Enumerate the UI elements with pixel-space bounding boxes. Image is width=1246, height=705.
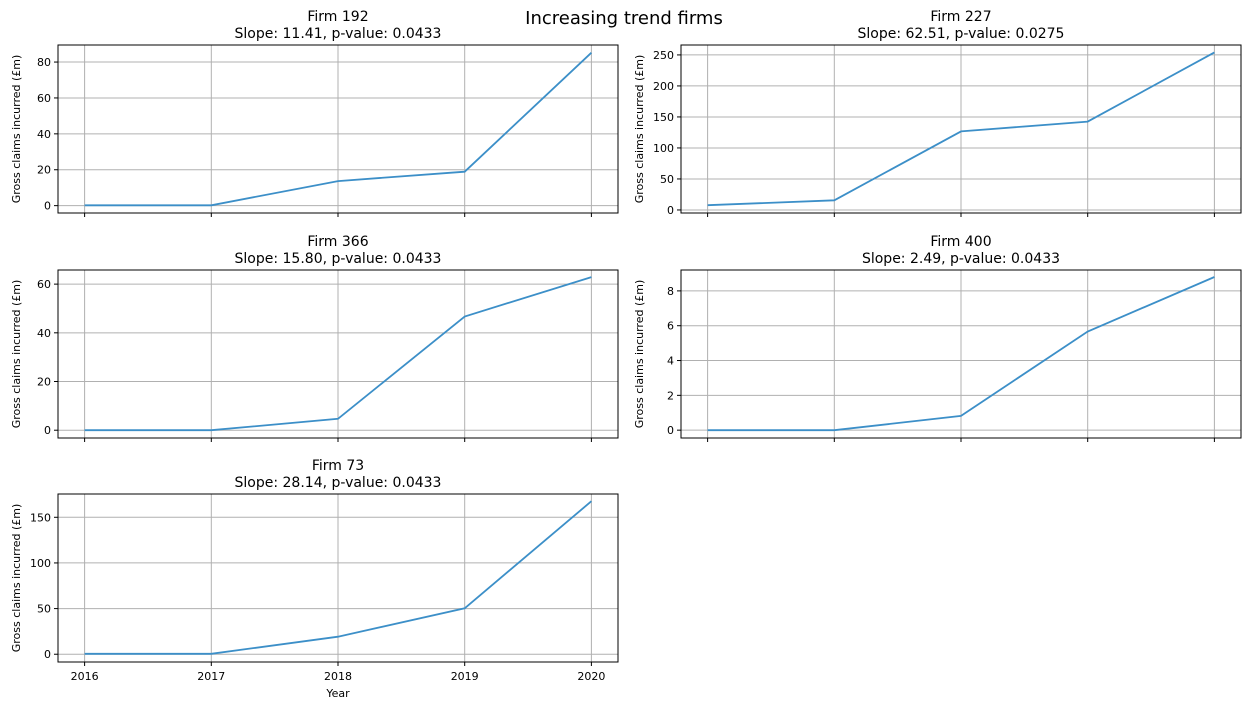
subplot-title: Firm 366 bbox=[307, 234, 368, 250]
y-tick-label: 250 bbox=[653, 49, 674, 62]
subplot-title: Firm 227 bbox=[930, 9, 991, 25]
y-tick-label: 8 bbox=[667, 285, 674, 298]
series-line bbox=[84, 52, 593, 207]
subplot-subtitle: Slope: 11.41, p-value: 0.0433 bbox=[235, 26, 442, 42]
y-tick-label: 150 bbox=[653, 111, 674, 124]
x-axis-label: Year bbox=[325, 687, 350, 700]
y-tick-label: 80 bbox=[37, 56, 51, 69]
y-tick-label: 0 bbox=[667, 204, 674, 217]
y-tick-label: 6 bbox=[667, 320, 674, 333]
x-tick-label: 2016 bbox=[71, 670, 99, 683]
y-tick-label: 60 bbox=[37, 278, 51, 291]
y-tick-label: 0 bbox=[667, 424, 674, 437]
y-tick-label: 150 bbox=[30, 511, 51, 524]
y-tick-label: 100 bbox=[653, 142, 674, 155]
y-axis-label: Gross claims incurred (£m) bbox=[10, 55, 23, 204]
axes-frame bbox=[680, 44, 1242, 214]
subplot-title: Firm 400 bbox=[930, 234, 991, 250]
x-tick-label: 2018 bbox=[324, 670, 352, 683]
subplot-subtitle: Slope: 2.49, p-value: 0.0433 bbox=[862, 251, 1060, 267]
axes-frame bbox=[57, 269, 619, 439]
series-line bbox=[84, 276, 592, 432]
subplot-subtitle: Slope: 15.80, p-value: 0.0433 bbox=[235, 251, 442, 267]
y-axis-label: Gross claims incurred (£m) bbox=[633, 280, 646, 429]
y-tick-label: 50 bbox=[37, 603, 51, 616]
subplot-subtitle: Slope: 62.51, p-value: 0.0275 bbox=[858, 26, 1065, 42]
axes-frame bbox=[680, 269, 1242, 439]
y-tick-label: 2 bbox=[667, 389, 674, 402]
y-axis-label: Gross claims incurred (£m) bbox=[633, 55, 646, 204]
series-line bbox=[707, 51, 1215, 207]
axes-frame bbox=[57, 44, 619, 214]
y-tick-label: 0 bbox=[44, 200, 51, 213]
y-tick-label: 100 bbox=[30, 557, 51, 570]
x-tick-label: 2020 bbox=[577, 670, 605, 683]
y-tick-label: 40 bbox=[37, 327, 51, 340]
y-tick-label: 4 bbox=[667, 355, 674, 368]
y-tick-label: 20 bbox=[37, 376, 51, 389]
subplot-5: 2016 2017 2018 2019 2020 0 50 100 150 Firm 73Slop… bbox=[10, 458, 619, 700]
y-axis-label: Gross claims incurred (£m) bbox=[10, 280, 23, 429]
y-tick-label: 200 bbox=[653, 80, 674, 93]
x-tick-label: 2017 bbox=[197, 670, 225, 683]
subplot-title: Firm 73 bbox=[312, 458, 364, 474]
figure-suptitle: Increasing trend firms bbox=[525, 8, 723, 29]
axes-frame bbox=[57, 493, 619, 663]
y-axis-label: Gross claims incurred (£m) bbox=[10, 504, 23, 653]
subplot-subtitle: Slope: 28.14, p-value: 0.0433 bbox=[235, 475, 442, 491]
y-tick-label: 0 bbox=[44, 424, 51, 437]
y-tick-label: 0 bbox=[44, 648, 51, 661]
y-tick-label: 40 bbox=[37, 128, 51, 141]
y-tick-label: 50 bbox=[660, 173, 674, 186]
x-tick-label: 2019 bbox=[451, 670, 479, 683]
subplot-title: Firm 192 bbox=[307, 9, 368, 25]
y-tick-label: 60 bbox=[37, 92, 51, 105]
y-tick-label: 20 bbox=[37, 164, 51, 177]
